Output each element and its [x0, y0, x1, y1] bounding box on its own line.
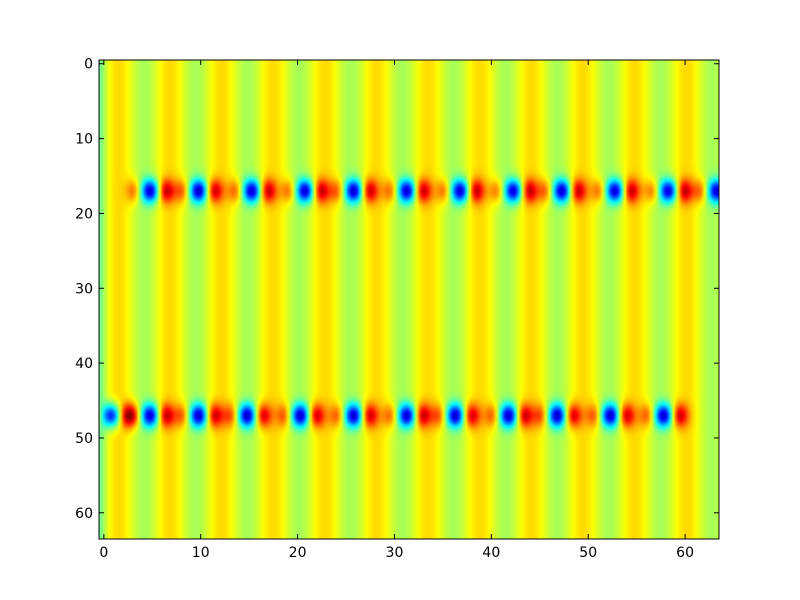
- y-tick-label: 10: [75, 132, 93, 148]
- x-tick-label: 40: [482, 545, 500, 561]
- y-axis: 0 10 20 30 40 50 60: [75, 57, 719, 522]
- x-tick-label: 50: [579, 545, 597, 561]
- x-axis: 0 10 20 30 40 50 60: [99, 60, 694, 561]
- y-tick-label: 0: [84, 57, 93, 73]
- y-tick-label: 30: [75, 281, 93, 297]
- y-tick-label: 60: [75, 506, 93, 522]
- x-tick-label: 0: [99, 545, 108, 561]
- x-tick-label: 20: [289, 545, 307, 561]
- heatmap-plot: [98, 59, 720, 540]
- x-tick-label: 60: [676, 545, 694, 561]
- x-tick-label: 10: [192, 545, 210, 561]
- x-tick-label: 30: [386, 545, 404, 561]
- y-tick-label: 50: [75, 431, 93, 447]
- plot-frame: [98, 59, 720, 540]
- y-tick-label: 20: [75, 206, 93, 222]
- y-tick-label: 40: [75, 356, 93, 372]
- heatmap-image: [99, 60, 719, 539]
